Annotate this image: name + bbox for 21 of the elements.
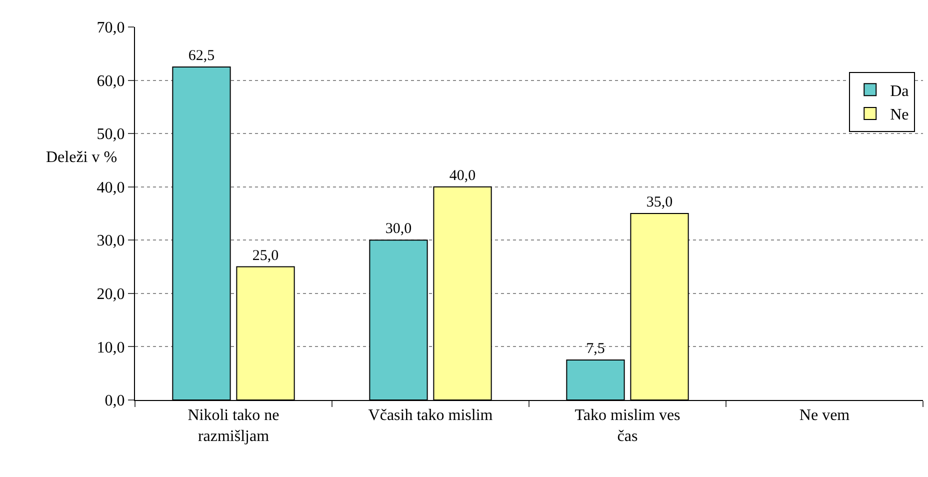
y-tick-label: 40,0 [96,179,125,196]
x-tick-label: Ne vem [799,407,850,424]
legend-label: Da [890,82,909,100]
data-label: 62,5 [188,48,215,64]
y-axis-title: Deleži v % [46,149,118,166]
x-tick-label: Nikoli tako ne razmišljam [188,407,280,445]
data-label: 25,0 [252,248,279,264]
x-tick-label: Tako mislim ves čas [574,407,680,445]
y-tick-label: 60,0 [96,72,125,90]
x-tick-label: Včasih tako mislim [368,407,494,424]
data-label: 40,0 [449,168,476,184]
y-tick-label: 20,0 [96,286,125,304]
y-tick-label: 10,0 [96,339,125,356]
data-label: 35,0 [646,194,673,210]
data-label: 7,5 [586,341,605,358]
y-tick-label: 0,0 [104,392,125,410]
data-label: 30,0 [385,221,412,238]
y-tick-label: 70,0 [96,20,125,37]
legend-label: Ne [890,106,909,124]
y-tick-label: 30,0 [96,232,125,250]
y-tick-label: 50,0 [96,126,125,144]
